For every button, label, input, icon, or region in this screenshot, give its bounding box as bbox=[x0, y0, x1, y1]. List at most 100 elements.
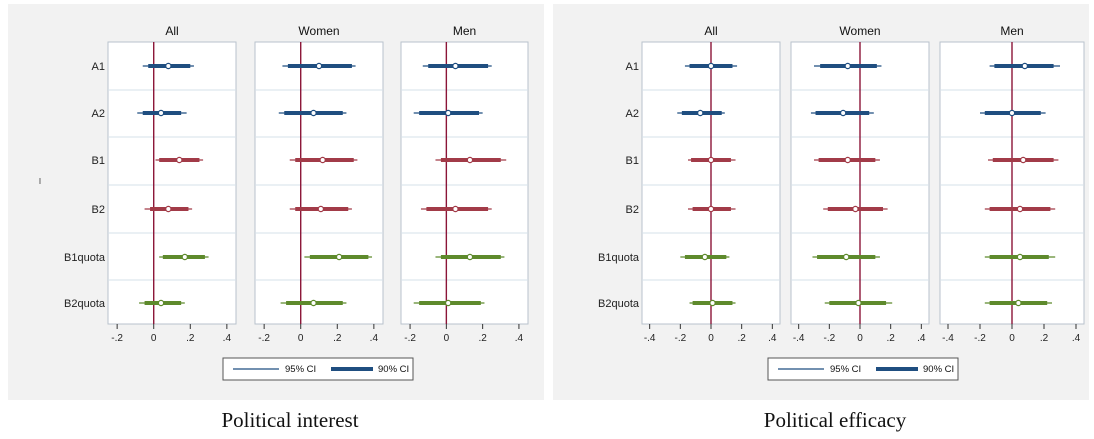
panel-title: Women bbox=[298, 24, 339, 38]
point-estimate-b1 bbox=[466, 156, 474, 164]
legend-label-90: 90% CI bbox=[378, 364, 409, 375]
point-estimate-a1 bbox=[844, 62, 851, 70]
category-label: B2quota bbox=[598, 298, 640, 310]
point-estimate-a2 bbox=[839, 109, 847, 117]
x-tick-label: .4 bbox=[515, 333, 524, 344]
x-tick-label: -.2 bbox=[404, 333, 416, 344]
point-estimate-a2 bbox=[157, 109, 165, 117]
category-label: B1quota bbox=[64, 252, 106, 264]
x-tick-label: .2 bbox=[333, 333, 342, 344]
panel-title: Men bbox=[1000, 24, 1023, 38]
category-label: B2 bbox=[626, 204, 639, 216]
panel-title: Men bbox=[453, 24, 476, 38]
point-estimate-a1 bbox=[707, 62, 715, 70]
legend-box bbox=[767, 357, 959, 381]
x-tick-label: 0 bbox=[857, 333, 863, 344]
legend: 95% CI 90% CI bbox=[222, 357, 414, 381]
x-tick-label: .2 bbox=[478, 333, 487, 344]
category-label: B1 bbox=[626, 155, 639, 167]
point-estimate-b2 bbox=[452, 205, 459, 213]
x-tick-label: .4 bbox=[370, 333, 379, 344]
point-estimate-a2 bbox=[444, 109, 452, 117]
point-estimate-b1quota bbox=[335, 253, 343, 261]
panel-plot-area bbox=[107, 41, 237, 325]
point-estimate-b2quota bbox=[310, 299, 317, 307]
panel-men: Men -.2 0 .2 .4 bbox=[400, 24, 529, 344]
panel-title: Women bbox=[839, 24, 880, 38]
y-axis-label: I bbox=[39, 177, 41, 186]
x-tick-label: .2 bbox=[186, 333, 195, 344]
point-estimate-b2 bbox=[165, 205, 172, 213]
legend: 95% CI 90% CI bbox=[767, 357, 959, 381]
x-tick-label: -.4 bbox=[942, 333, 954, 344]
point-estimate-b2quota bbox=[855, 299, 862, 307]
category-label: A1 bbox=[92, 61, 105, 73]
point-estimate-b1quota bbox=[466, 253, 474, 261]
x-tick-label: .4 bbox=[917, 333, 926, 344]
x-tick-label: 0 bbox=[1009, 333, 1015, 344]
x-tick-label: 0 bbox=[151, 333, 157, 344]
x-tick-label: -.2 bbox=[674, 333, 686, 344]
point-estimate-b1quota bbox=[701, 253, 709, 261]
x-tick-label: .2 bbox=[737, 333, 746, 344]
panel-all: All -.4 -.2 0 .2 .4 bbox=[641, 24, 781, 344]
point-estimate-a2 bbox=[310, 109, 317, 117]
category-label: B1 bbox=[92, 155, 105, 167]
x-tick-label: .2 bbox=[886, 333, 895, 344]
point-estimate-b2 bbox=[317, 205, 325, 213]
point-estimate-b2quota bbox=[157, 299, 165, 307]
category-label: A1 bbox=[626, 61, 639, 73]
point-estimate-b2quota bbox=[1015, 299, 1022, 307]
point-estimate-b1quota bbox=[843, 253, 850, 261]
legend-label-90: 90% CI bbox=[923, 364, 954, 375]
panel-title: All bbox=[704, 24, 717, 38]
figure-caption: Political efficacy bbox=[764, 408, 907, 432]
figure-caption: Political interest bbox=[221, 408, 358, 432]
point-estimate-b1 bbox=[1020, 156, 1027, 164]
panel-plot-area bbox=[400, 41, 529, 325]
panel-plot-area bbox=[254, 41, 384, 325]
legend-box bbox=[222, 357, 414, 381]
point-estimate-b2quota bbox=[444, 299, 452, 307]
category-label: B1quota bbox=[598, 252, 640, 264]
x-tick-label: -.2 bbox=[974, 333, 986, 344]
legend-label-95: 95% CI bbox=[285, 364, 316, 375]
point-estimate-a1 bbox=[1021, 62, 1029, 70]
panel-women: Women -.2 0 .2 .4 bbox=[254, 24, 384, 344]
panel-men: Men -.4 -.2 0 .2 .4 bbox=[939, 24, 1085, 344]
chart-political-interest: A1 A2 B1 B2 B1quota B2quota I All -.2 0 .2 .4 Women -… bbox=[8, 4, 544, 432]
point-estimate-b1 bbox=[319, 156, 326, 164]
point-estimate-a1 bbox=[452, 62, 459, 70]
x-tick-label: 0 bbox=[708, 333, 714, 344]
category-label: A2 bbox=[92, 108, 105, 120]
point-estimate-a1 bbox=[315, 62, 323, 70]
x-tick-label: -.4 bbox=[644, 333, 656, 344]
category-label: A2 bbox=[626, 108, 639, 120]
panel-women: Women -.4 -.2 0 .2 .4 bbox=[790, 24, 930, 344]
x-tick-label: .4 bbox=[1072, 333, 1081, 344]
panel-title: All bbox=[165, 24, 178, 38]
x-tick-label: -.2 bbox=[258, 333, 270, 344]
point-estimate-b1 bbox=[844, 156, 851, 164]
x-tick-label: 0 bbox=[298, 333, 304, 344]
category-label: B2 bbox=[92, 204, 105, 216]
category-label: B2quota bbox=[64, 298, 106, 310]
point-estimate-a2 bbox=[697, 109, 704, 117]
point-estimate-a2 bbox=[1008, 109, 1016, 117]
point-estimate-b1 bbox=[707, 156, 715, 164]
x-tick-label: -.2 bbox=[111, 333, 123, 344]
x-tick-label: .2 bbox=[1040, 333, 1049, 344]
x-tick-label: -.2 bbox=[823, 333, 835, 344]
x-tick-label: -.4 bbox=[793, 333, 805, 344]
x-tick-label: .4 bbox=[768, 333, 777, 344]
point-estimate-b1quota bbox=[1016, 253, 1024, 261]
panel-all: All -.2 0 .2 .4 bbox=[107, 24, 237, 344]
point-estimate-b2 bbox=[852, 205, 859, 213]
point-estimate-a1 bbox=[165, 62, 172, 70]
point-estimate-b1 bbox=[176, 156, 183, 164]
point-estimate-b1quota bbox=[181, 253, 188, 261]
point-estimate-b2 bbox=[1016, 205, 1024, 213]
x-tick-label: .4 bbox=[223, 333, 232, 344]
